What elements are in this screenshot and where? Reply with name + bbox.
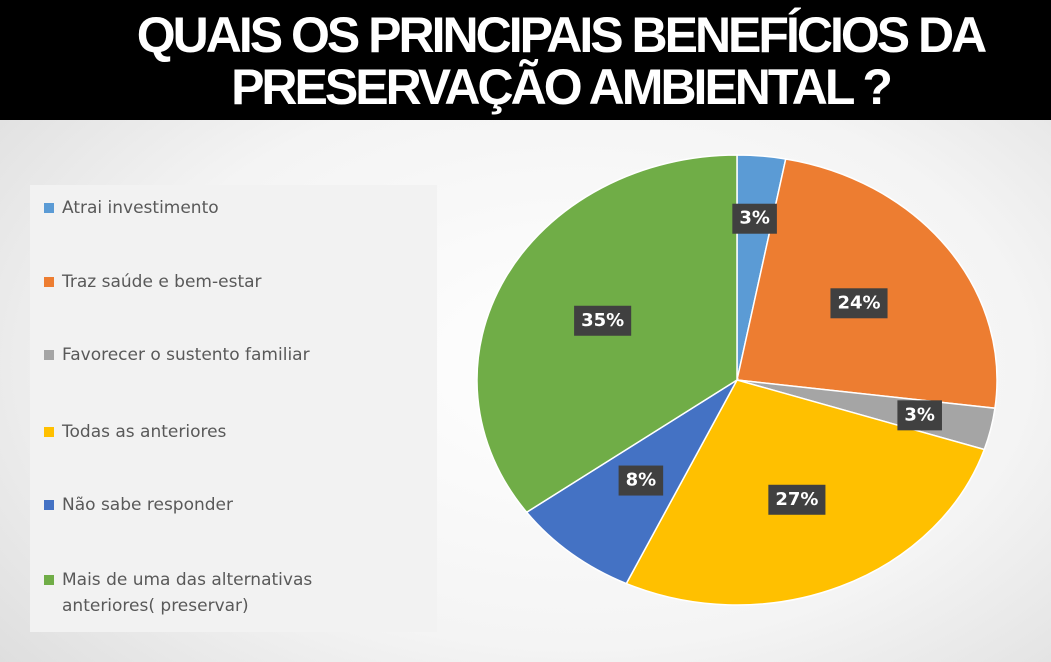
legend-item: Todas as anteriores bbox=[44, 419, 424, 445]
pie-slice bbox=[736, 158, 998, 410]
legend-label: Mais de uma das alternativas anteriores(… bbox=[62, 570, 313, 616]
legend-swatch bbox=[44, 277, 54, 287]
legend: Atrai investimento Traz saúde e bem-estar… bbox=[30, 185, 437, 632]
data-label-box bbox=[574, 305, 632, 336]
data-label: 27% bbox=[768, 484, 826, 515]
chart-title: QUAIS OS PRINCIPAIS BENEFÍCIOS DA bbox=[136, 7, 987, 63]
data-label-box bbox=[830, 288, 888, 319]
legend-label: Não sabe responder bbox=[62, 495, 234, 515]
legend-swatch bbox=[44, 500, 54, 510]
legend-item: Não sabe responder bbox=[44, 492, 424, 518]
data-label-text: 3% bbox=[904, 404, 935, 425]
data-label-box bbox=[897, 400, 942, 431]
data-label-box bbox=[768, 484, 826, 515]
data-label-box bbox=[732, 203, 777, 234]
data-label: 3% bbox=[897, 400, 942, 431]
chart-title: PRESERVAÇÃO AMBIENTAL ? bbox=[231, 59, 893, 115]
legend-label: Traz saúde e bem-estar bbox=[62, 272, 262, 292]
data-label: 3% bbox=[732, 203, 777, 234]
header: QUAIS OS PRINCIPAIS BENEFÍCIOS DA PRESER… bbox=[0, 0, 1051, 120]
legend-item: Favorecer o sustento familiar bbox=[44, 342, 424, 368]
data-label-text: 8% bbox=[626, 470, 657, 491]
data-label: 8% bbox=[618, 465, 664, 496]
data-label-text: 24% bbox=[837, 292, 880, 313]
legend-label: Atrai investimento bbox=[62, 198, 219, 218]
legend-item: Mais de uma das alternativas anteriores(… bbox=[44, 567, 424, 619]
data-label: 24% bbox=[830, 288, 888, 319]
data-label-text: 27% bbox=[775, 489, 818, 510]
legend-item: Atrai investimento bbox=[44, 195, 424, 221]
data-label-text: 3% bbox=[739, 208, 770, 229]
data-label-box bbox=[618, 465, 664, 496]
legend-swatch bbox=[44, 427, 54, 437]
legend-label: Todas as anteriores bbox=[62, 422, 227, 442]
legend-label: Favorecer o sustento familiar bbox=[62, 345, 310, 365]
data-label-text: 35% bbox=[581, 310, 624, 331]
legend-swatch bbox=[44, 203, 54, 213]
data-label: 35% bbox=[574, 305, 632, 336]
legend-swatch bbox=[44, 575, 54, 585]
legend-item: Traz saúde e bem-estar bbox=[44, 269, 424, 295]
legend-swatch bbox=[44, 350, 54, 360]
